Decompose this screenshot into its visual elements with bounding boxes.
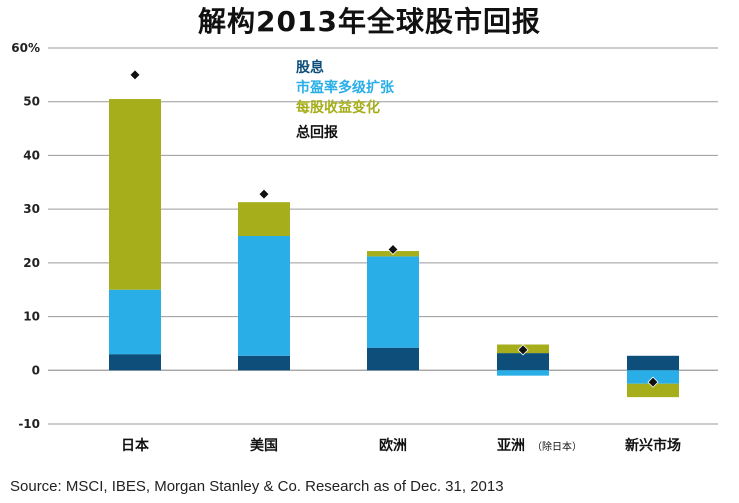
y-tick-label: 60%: [11, 41, 40, 55]
bar-pe_expansion: [367, 256, 419, 348]
y-tick-label: 0: [32, 363, 40, 377]
x-category-label: 美国: [250, 437, 278, 454]
total-return-marker: [258, 188, 270, 200]
legend-entry: 总回报: [296, 124, 338, 141]
x-category-label: 亚洲: [497, 438, 525, 454]
bar-pe_expansion: [497, 370, 549, 376]
y-tick-label: 30: [23, 202, 40, 216]
y-tick-label: 10: [23, 310, 40, 324]
source-note: Source: MSCI, IBES, Morgan Stanley & Co.…: [10, 478, 504, 495]
bar-dividend: [367, 347, 419, 371]
bar-eps_change: [238, 202, 290, 236]
x-category-label: 新兴市场: [625, 437, 681, 454]
total-return-marker: [647, 376, 659, 388]
bar-pe_expansion: [109, 289, 161, 355]
bar-dividend: [627, 355, 679, 371]
bar-eps_change: [109, 99, 161, 290]
bar-dividend: [238, 355, 290, 371]
x-category-note: （除日本）: [532, 440, 582, 453]
y-tick-label: 50: [23, 95, 40, 109]
total-return-marker: [517, 344, 529, 356]
x-category-label: 日本: [121, 437, 150, 454]
bar-eps_change: [627, 383, 679, 398]
chart-title: 解构2013年全球股市回报: [198, 5, 541, 38]
y-tick-label: -10: [18, 417, 40, 431]
total-return-marker: [129, 69, 141, 81]
y-tick-label: 40: [23, 148, 40, 162]
legend-entry: 每股收益变化: [296, 99, 380, 116]
legend-entry: 市盈率多级扩张: [296, 79, 395, 96]
legend-entry: 股息: [296, 59, 324, 76]
x-category-label: 欧洲: [379, 437, 407, 454]
y-tick-label: 20: [23, 256, 40, 270]
bar-dividend: [109, 354, 161, 371]
total-return-marker: [387, 243, 399, 255]
bar-dividend: [497, 353, 549, 371]
bar-pe_expansion: [238, 236, 290, 356]
